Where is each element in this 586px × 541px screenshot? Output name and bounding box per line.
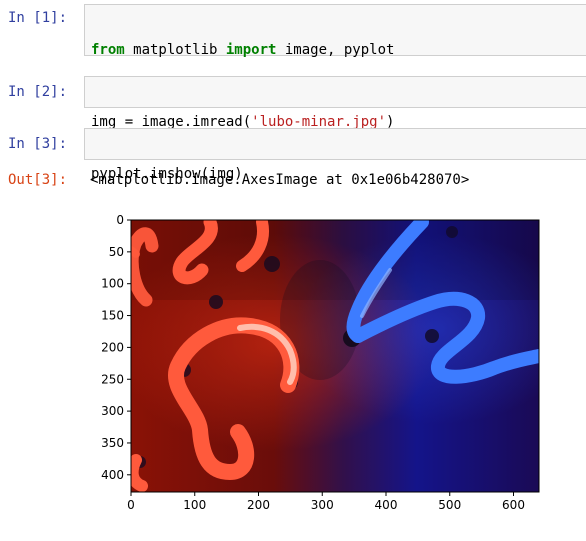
code-cell-1[interactable]: from matplotlib import image, pyplot fro…	[84, 4, 586, 109]
code-line: pyplot.imshow(img)	[91, 165, 580, 184]
x-tick-label: 300	[311, 498, 334, 512]
x-axis: 0 100 200 300 400 500 600	[127, 492, 525, 512]
image-area	[131, 220, 539, 492]
x-tick-label: 600	[502, 498, 525, 512]
red-neon-tube	[131, 227, 159, 307]
blue-neon-highlight	[360, 268, 392, 318]
code-keyword: import	[225, 42, 277, 58]
y-axis: 0 50 100 150 200 250 300 350 400	[101, 213, 131, 482]
cell-3-prompt: In [3]:	[8, 136, 68, 152]
x-tick-label: 200	[247, 498, 270, 512]
axes-frame	[130, 219, 540, 493]
cell-1-prompt: In [1]:	[8, 10, 68, 26]
mount-hole	[209, 295, 223, 309]
code-text: img = image.imread(	[91, 114, 252, 130]
code-keyword: from	[91, 42, 125, 58]
y-tick-label: 300	[101, 404, 124, 418]
y-tick-label: 200	[101, 340, 124, 354]
y-tick-label: 50	[109, 245, 124, 259]
x-tick-label: 100	[183, 498, 206, 512]
code-text: image, pyplot	[276, 42, 395, 58]
code-line: img = image.imread('lubo-minar.jpg')	[91, 113, 580, 132]
y-tick-label: 0	[116, 213, 124, 227]
x-tick-label: 400	[375, 498, 398, 512]
code-text: matplotlib	[124, 42, 226, 58]
out-prompt: Out[3]:	[8, 172, 68, 188]
code-line: from matplotlib import image, pyplot	[91, 41, 580, 60]
blue-neon-tube	[351, 291, 539, 384]
mount-hole	[425, 329, 439, 343]
y-tick-label: 100	[101, 277, 124, 291]
output-text: <matplotlib.image.AxesImage at 0x1e06b42…	[90, 172, 470, 188]
code-cell-2[interactable]: img = image.imread('lubo-minar.jpg')	[84, 76, 586, 130]
code-string: 'lubo-minar.jpg'	[251, 114, 387, 130]
y-tick-label: 150	[101, 309, 124, 323]
mount-hole	[446, 226, 458, 238]
code-text: )	[386, 114, 395, 130]
cell-2-prompt: In [2]:	[8, 84, 68, 100]
x-tick-label: 0	[127, 498, 135, 512]
blue-neon-tube	[346, 220, 429, 343]
imshow-figure: 0 100 200 300 400 500 600 0 50 100 150 200 250 300 35…	[101, 213, 540, 512]
red-neon-tube	[131, 454, 148, 492]
y-tick-label: 350	[101, 436, 124, 450]
mount-hole	[264, 256, 280, 272]
x-tick-label: 500	[438, 498, 461, 512]
code-text: pyplot.imshow(img)	[91, 166, 243, 182]
y-tick-label: 400	[101, 468, 124, 482]
y-tick-label: 250	[101, 372, 124, 386]
blue-neon	[346, 220, 539, 384]
red-neon-highlight	[237, 323, 297, 385]
code-cell-3[interactable]: pyplot.imshow(img)	[84, 128, 586, 182]
red-neon-tube	[236, 220, 269, 272]
red-neon-tube	[172, 220, 218, 285]
